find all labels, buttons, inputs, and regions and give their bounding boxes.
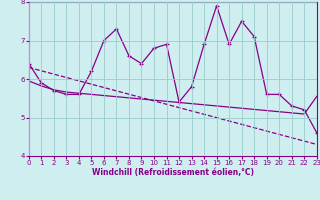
X-axis label: Windchill (Refroidissement éolien,°C): Windchill (Refroidissement éolien,°C): [92, 168, 254, 177]
